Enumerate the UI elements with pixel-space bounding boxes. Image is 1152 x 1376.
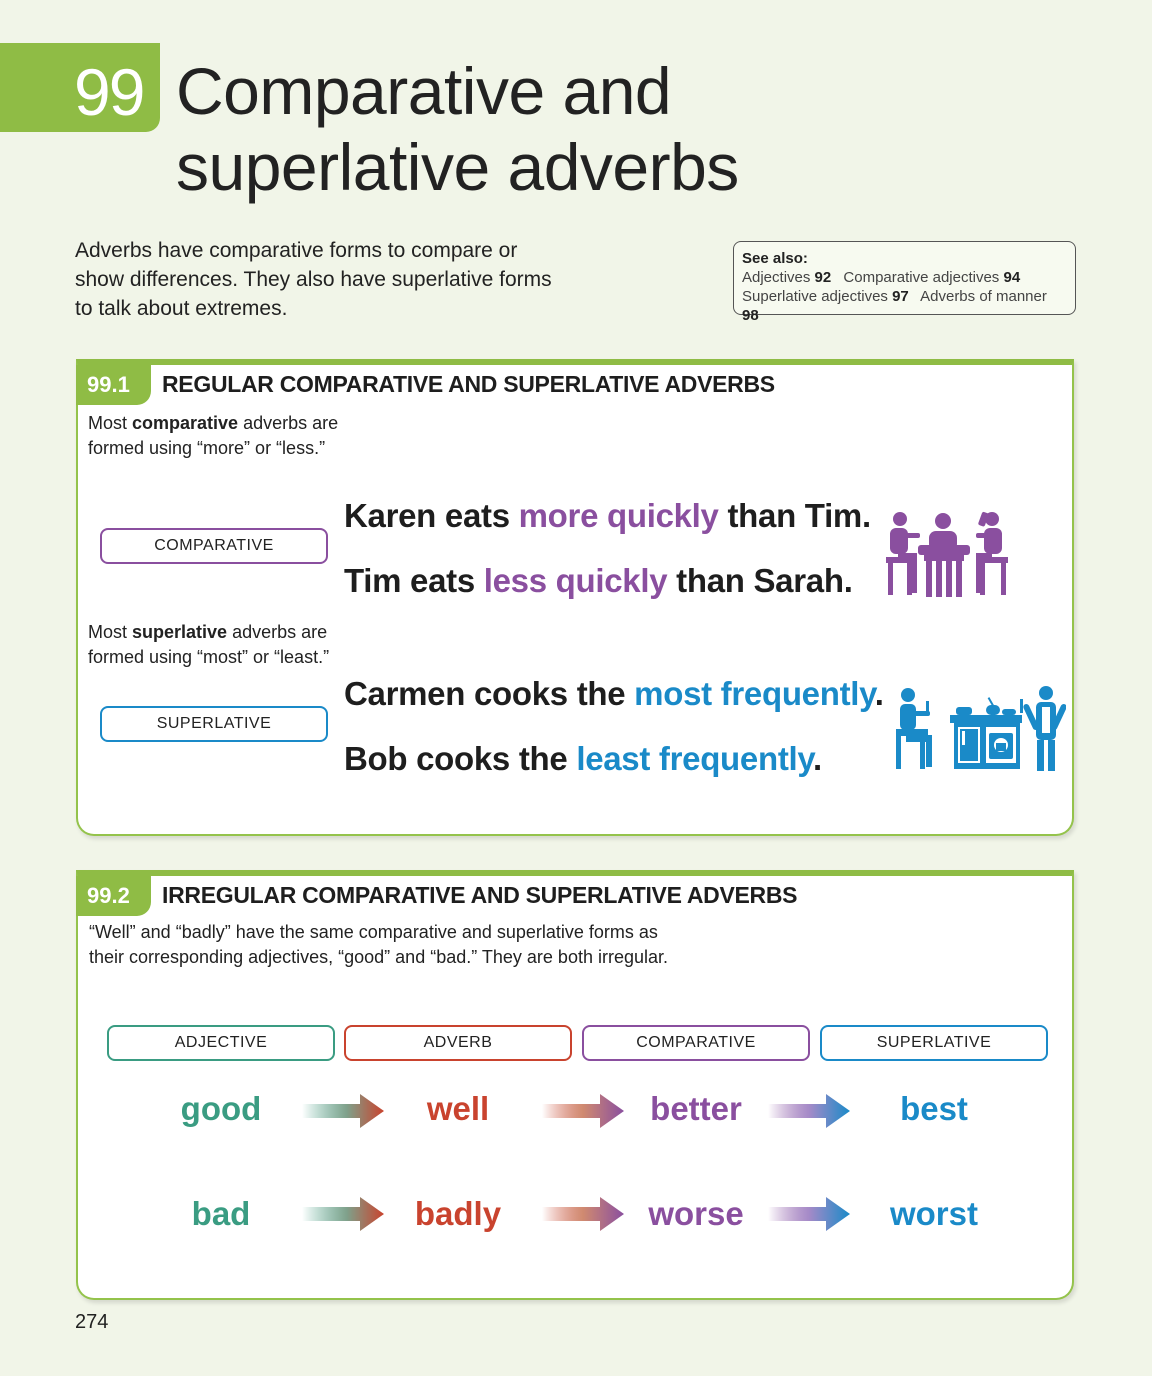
column-header-superlative: SUPERLATIVE — [820, 1025, 1048, 1061]
section-title: REGULAR COMPARATIVE AND SUPERLATIVE ADVE… — [162, 371, 775, 397]
see-also-box: See also: Adjectives 92 Comparative adje… — [733, 241, 1076, 324]
chapter-number: 99 — [74, 55, 145, 129]
example-sentence: Tim eats less quickly than Sarah. — [344, 562, 853, 599]
page-title-line-2: superlative adverbs — [176, 130, 739, 204]
word-adjective: bad — [191, 1195, 251, 1232]
word-adjective: good — [180, 1090, 262, 1127]
arrow-right-icon — [302, 1094, 384, 1128]
section-note: “Well” and “badly” have the same compara… — [89, 922, 668, 967]
word-adverb: well — [426, 1090, 490, 1127]
column-header-comparative: COMPARATIVE — [582, 1025, 810, 1061]
see-also-ref[interactable]: Adverbs of manner 98 — [742, 288, 1047, 324]
word-comparative: better — [650, 1090, 742, 1127]
people-eating-at-table-icon — [886, 511, 1008, 597]
section-irregular-panel: 99.2 IRREGULAR COMPARATIVE AND SUPERLATI… — [76, 870, 1074, 1300]
example-sentence: Bob cooks the least frequently. — [344, 740, 822, 777]
section-regular-panel: 99.1 REGULAR COMPARATIVE AND SUPERLATIVE… — [76, 359, 1074, 836]
word-comparative: worse — [648, 1195, 744, 1232]
comparative-label: COMPARATIVE — [100, 528, 328, 564]
section-title: IRREGULAR COMPARATIVE AND SUPERLATIVE AD… — [162, 882, 798, 908]
word-superlative: best — [900, 1090, 968, 1127]
person-watching-cook-in-kitchen-icon — [896, 686, 1066, 771]
chapter-tab — [0, 43, 160, 132]
see-also-ref[interactable]: Adjectives 92 — [742, 269, 832, 286]
superlative-note: Most superlative adverbs are formed usin… — [88, 622, 330, 667]
example-sentence: Karen eats more quickly than Tim. — [344, 497, 871, 534]
comparative-note: Most comparative adverbs are formed usin… — [88, 413, 339, 458]
superlative-label: SUPERLATIVE — [100, 706, 328, 742]
arrow-right-icon — [542, 1197, 624, 1231]
example-sentence: Carmen cooks the most frequently. — [344, 675, 884, 712]
word-superlative: worst — [889, 1195, 978, 1232]
section-number: 99.2 — [76, 876, 151, 916]
arrow-right-icon — [768, 1197, 850, 1231]
arrow-right-icon — [302, 1197, 384, 1231]
arrow-right-icon — [768, 1094, 850, 1128]
intro-text: Adverbs have comparative forms to compar… — [75, 239, 552, 320]
arrow-right-icon — [542, 1094, 624, 1128]
page-title-line-1: Comparative and — [176, 54, 672, 128]
column-header-adverb: ADVERB — [344, 1025, 572, 1061]
see-also-ref[interactable]: Comparative adjectives 94 — [843, 269, 1021, 286]
page-number: 274 — [75, 1311, 109, 1333]
see-also-ref[interactable]: Superlative adjectives 97 — [742, 288, 909, 305]
see-also-heading: See also: — [742, 250, 808, 267]
section-number: 99.1 — [76, 365, 151, 405]
word-adverb: badly — [414, 1195, 502, 1232]
column-header-adjective: ADJECTIVE — [107, 1025, 335, 1061]
